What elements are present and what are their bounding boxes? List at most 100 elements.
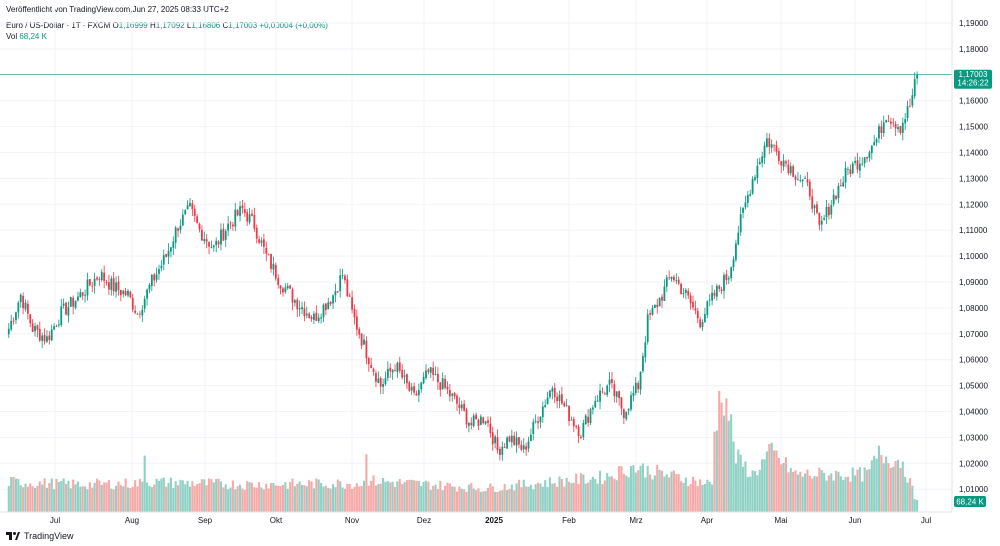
volume-bar [722, 415, 726, 512]
legend-price-row: Euro / US-Dollar · 1T · FXCM O1,16999 H1… [6, 20, 328, 31]
volume-bar [885, 456, 888, 512]
price-axis[interactable]: 1,190001,180001,170001,160001,150001,140… [959, 19, 988, 494]
candle-body [549, 390, 551, 398]
volume-bar [12, 476, 15, 512]
time-tick-label: Aug [125, 516, 139, 525]
candle-body [158, 269, 160, 274]
candle-body [630, 395, 632, 410]
candle-body [770, 144, 773, 148]
candle-body [706, 301, 709, 315]
candle-body [520, 444, 523, 450]
volume-bar [184, 484, 187, 512]
volume-bar [603, 480, 606, 512]
volume-tag: 68,24 K [954, 496, 986, 507]
candle-body [811, 196, 814, 209]
volume-bar [784, 457, 788, 512]
volume-bar [379, 483, 382, 512]
candle-body [155, 274, 158, 280]
candle-body [589, 409, 592, 424]
volume-bar [477, 488, 480, 512]
candle-body [410, 387, 413, 391]
volume-bar [155, 478, 158, 512]
volume-bar [517, 479, 521, 512]
candle-body [141, 309, 144, 316]
volume-bar [131, 486, 134, 512]
volume-bar [238, 484, 242, 512]
volume-bar [782, 462, 785, 512]
candle-body [885, 120, 888, 123]
candle-body [341, 274, 344, 276]
volume-bar [315, 478, 318, 512]
volume-bar [248, 482, 251, 512]
volume-bar [219, 481, 223, 512]
candle-body [546, 397, 549, 405]
candle-body [415, 393, 418, 396]
candle-body [572, 419, 575, 427]
legend-symbol[interactable]: Euro / US-Dollar · 1T · FXCM [6, 21, 111, 30]
volume-bar [653, 475, 656, 512]
candle-body [172, 241, 175, 248]
volume-bar [422, 481, 425, 512]
legend-l-label: L [186, 21, 192, 30]
candle-body [344, 275, 346, 281]
volume-bar [215, 478, 218, 512]
time-tick-label: 2025 [485, 516, 503, 525]
volume-bar [842, 479, 845, 512]
volume-bar [329, 488, 332, 512]
brand[interactable]: TradingView [6, 531, 74, 541]
volume-bar [629, 466, 633, 512]
volume-bar [43, 478, 46, 512]
volume-bar [188, 486, 192, 512]
candle-body [139, 313, 141, 315]
volume-bar [217, 478, 220, 512]
time-axis[interactable]: Jul Aug Sep Okt Nov Dez 2025 Feb Mrz Apr Mai Jun Jul [50, 516, 931, 525]
candle-body [15, 312, 17, 321]
legend-vol-label[interactable]: Vol [6, 32, 18, 41]
candle-body [286, 285, 289, 289]
candle-body [165, 253, 168, 257]
candle-body [525, 446, 528, 450]
volume-bar [699, 479, 702, 512]
volume-bar [811, 478, 814, 512]
volume-bar [763, 459, 766, 512]
candle-body [768, 138, 771, 147]
volume-bar [677, 474, 680, 512]
volume-bar [69, 488, 72, 512]
volume-bar [396, 481, 399, 512]
candle-body [203, 238, 206, 242]
volume-bar [665, 474, 668, 512]
volume-bar [548, 477, 552, 512]
volume-bar [222, 487, 225, 512]
volume-bar [265, 483, 268, 512]
candle-body [670, 276, 673, 279]
volume-bar [541, 486, 544, 512]
candle-body [582, 423, 585, 438]
volume-bar [146, 482, 149, 512]
candle-body [396, 362, 399, 373]
candle-body [611, 378, 613, 383]
candle-body [394, 370, 396, 372]
price-tick-label: 1,19000 [959, 19, 988, 28]
volume-bar [668, 477, 671, 512]
legend-volume: 68,24 K [19, 32, 47, 41]
volume-bar [107, 480, 110, 512]
candle-body [148, 284, 151, 290]
volume-bar [896, 459, 900, 512]
candle-body [77, 296, 79, 301]
candle-body [754, 177, 756, 180]
candle-body [262, 239, 265, 247]
volume-bar [780, 464, 783, 512]
candle-body [494, 436, 497, 444]
volume-bar [768, 443, 771, 512]
candle-body [911, 95, 914, 106]
volume-bar [14, 478, 18, 512]
volume-bar [792, 471, 795, 512]
candle-body [558, 394, 561, 401]
candle-body [513, 435, 516, 445]
candle-body [675, 280, 678, 282]
legend-h-label: H [149, 21, 156, 30]
candle-body [863, 157, 866, 164]
candle-body [62, 303, 65, 306]
candle-body [529, 434, 532, 441]
